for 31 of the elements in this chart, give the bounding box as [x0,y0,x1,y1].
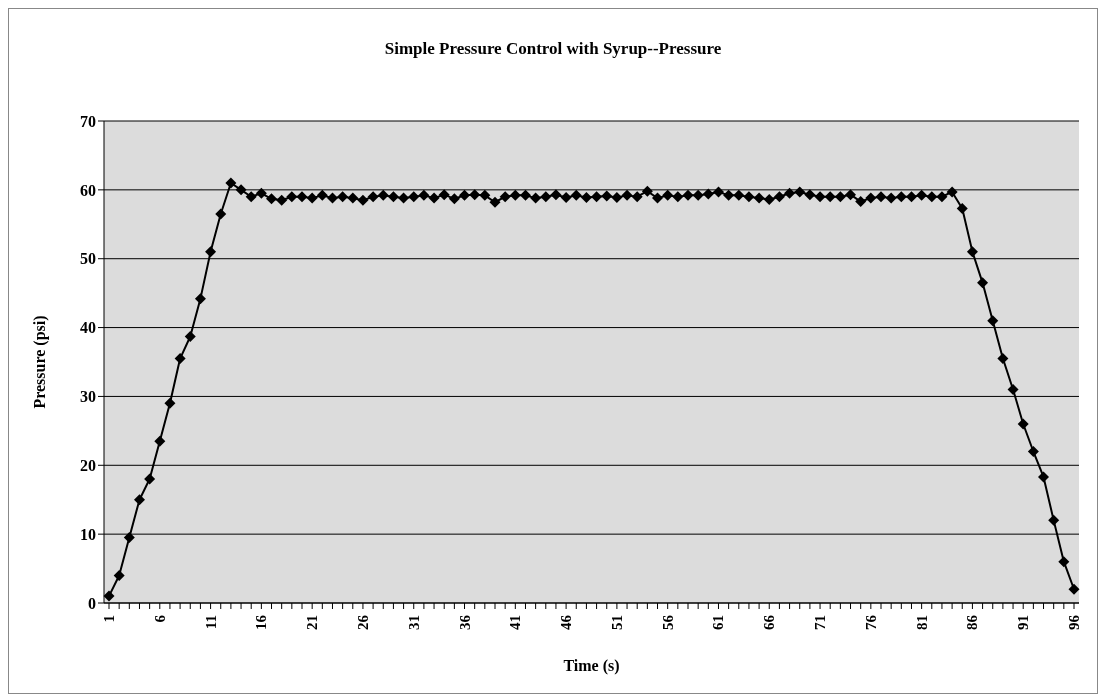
y-tick-label: 0 [88,594,96,612]
y-tick-label: 20 [80,456,96,474]
x-tick-label: 46 [558,614,575,630]
x-tick-label: 31 [405,615,422,630]
x-tick-label: 61 [710,615,727,630]
x-axis-title: Time (s) [563,657,620,675]
x-tick-label: 11 [202,615,219,630]
y-tick-label: 50 [80,250,96,268]
x-tick-label: 21 [304,615,321,630]
x-tick-label: 16 [253,614,270,630]
x-tick-label: 71 [812,615,829,630]
x-tick-label: 6 [151,614,168,623]
x-tick-label: 41 [507,615,524,630]
x-tick-label: 26 [354,614,371,630]
y-tick-label: 60 [80,181,96,199]
y-tick-label: 10 [80,525,96,543]
x-tick-label: 56 [659,614,676,630]
y-tick-label: 40 [80,319,96,337]
y-tick-label: 70 [80,112,96,130]
x-tick-label: 76 [862,614,879,630]
chart-title: Simple Pressure Control with Syrup--Pressure [383,38,723,60]
x-tick-label: 86 [964,614,981,630]
x-tick-label: 96 [1066,614,1082,630]
x-tick-label: 81 [913,615,930,630]
y-axis-title: Pressure (psi) [30,315,49,409]
x-tick-label: 36 [456,614,473,630]
x-tick-label: 51 [608,615,625,630]
x-tick-label: 91 [1015,615,1032,630]
x-tick-label: 66 [761,614,778,630]
x-tick-label: 1 [101,615,117,623]
y-tick-label: 30 [80,388,96,406]
